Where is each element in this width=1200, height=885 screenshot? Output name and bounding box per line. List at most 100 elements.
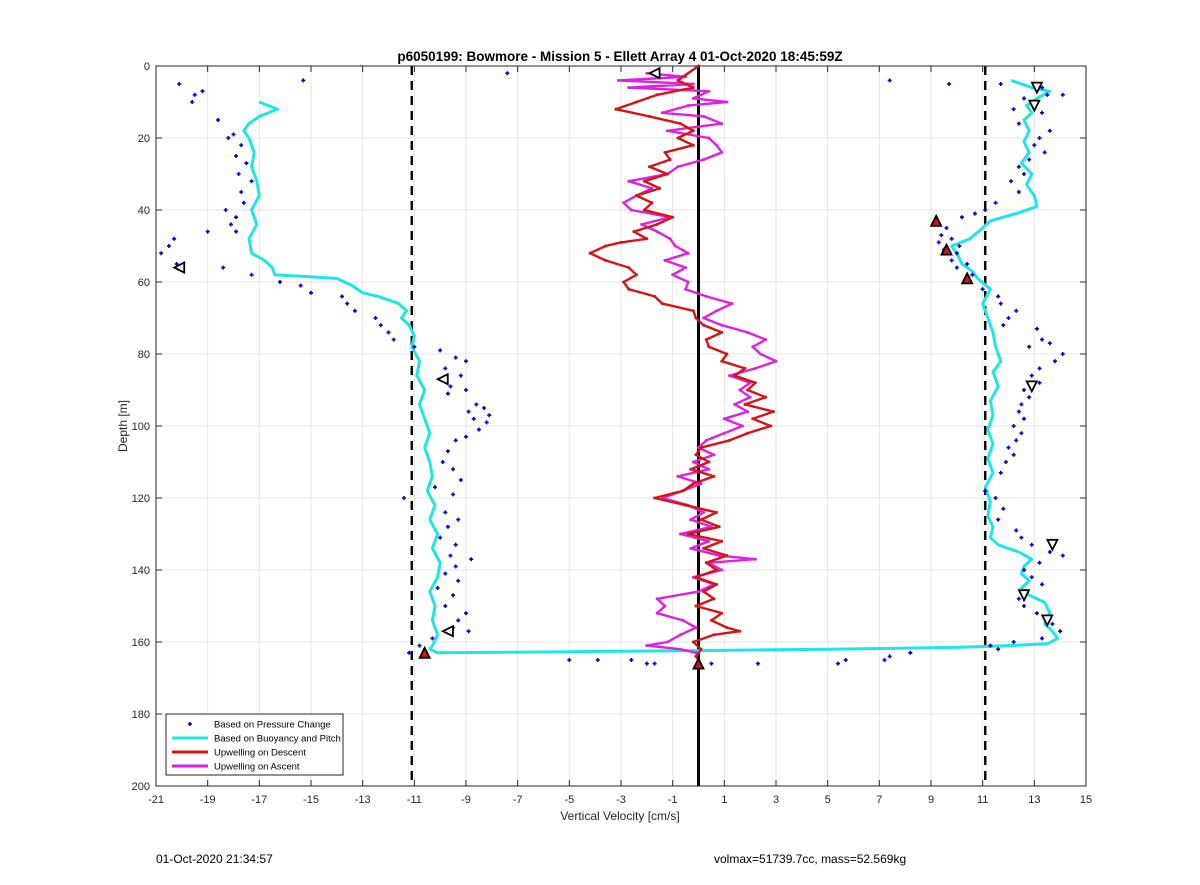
pressure-point [469,557,474,562]
pressure-point [1040,85,1045,90]
x-tick-label: -21 [148,794,164,806]
descent-point [712,633,716,637]
descent-point [691,482,695,486]
pressure-point [595,658,600,662]
triangle-down-marker [1040,614,1054,628]
descent-point [743,402,747,406]
x-tick-label: 13 [1028,794,1040,806]
pressure-point [402,496,406,500]
descent-point [717,525,721,529]
descent-point [686,532,690,536]
triangle-down-marker [1045,538,1059,552]
descent-point [746,388,750,392]
pressure-point [755,661,760,666]
pressure-point [972,211,977,216]
ascent-point [720,323,724,327]
pressure-point [378,323,383,328]
ascent-point [702,316,706,320]
ascent-point [746,410,750,414]
ascent-point [759,352,762,356]
pressure-point [1011,640,1016,644]
ascent-point [668,237,672,241]
descent-point [658,186,662,190]
pressure-point [1029,575,1034,580]
pressure-point [1022,388,1026,392]
descent-point [707,345,711,349]
pressure-point [466,629,471,634]
pressure-point [1011,424,1016,428]
descent-point [715,568,719,572]
ascent-point [720,122,724,126]
pressure-point [836,661,840,666]
pressure-point [159,251,164,256]
pressure-point [996,517,1001,522]
descent-point [712,597,716,601]
x-tick-label: -11 [407,794,422,806]
descent-point [676,136,680,140]
descent-point [715,582,719,586]
pressure-point [309,290,313,295]
pressure-point [644,661,649,666]
pressure-point [1022,568,1026,572]
legend-label: Based on Pressure Change [214,720,331,731]
pressure-point [301,78,306,83]
descent-point [746,431,750,435]
descent-point [771,410,775,414]
ascent-point [629,208,633,212]
pressure-point [1003,460,1008,464]
ascent-point [678,532,682,536]
x-tick-label: -7 [513,794,523,806]
pressure-point [228,222,233,227]
descent-point [694,316,698,320]
pressure-point [278,280,282,284]
pressure-point [980,287,985,292]
ascent-point [616,78,620,82]
pressure-point [166,244,171,248]
buoyancy-pitch-line [242,78,1060,655]
ascent-point [702,114,706,118]
ascent-point [738,388,742,392]
pressure-point [1006,445,1011,450]
pressure-point [231,132,236,137]
ascent-point [720,150,724,154]
pressure-point [205,229,210,234]
descent-point [604,258,607,262]
pressure-point [1011,452,1016,457]
x-tick-label: 1 [721,794,727,806]
pressure-point [445,449,450,454]
ascent-point [728,374,731,378]
pressure-point [221,265,226,270]
pressure-point [373,316,378,320]
ascent-point [774,359,778,363]
pressure-point [352,308,357,313]
descent-point [668,158,672,162]
ascent-point [686,251,690,255]
ascent-point [746,330,750,334]
pressure-point [438,535,443,540]
ascent-point [686,104,690,108]
descent-point [655,93,659,97]
pressure-point [451,593,456,598]
descent-point [691,309,695,313]
ascent-point [691,82,695,86]
ascent-point [655,611,659,615]
x-tick-label: 9 [928,794,934,806]
pressure-point [1029,373,1034,378]
pressure-point [1060,352,1065,356]
pressure-point [443,571,448,576]
pressure-point [960,215,964,220]
ascent-point [715,143,719,147]
triangle-down-marker [1025,380,1039,394]
ascent-point [640,222,644,226]
pressure-point [954,265,959,270]
descent-point [660,302,664,306]
pressure-point [1047,550,1052,554]
pressure-point [996,294,1001,299]
pressure-point [239,190,244,194]
pressure-point [430,636,435,641]
pressure-point [988,643,993,648]
ascent-point [645,71,649,75]
pressure-point [1001,323,1006,328]
pressure-point [1019,402,1024,407]
x-tick-label: 7 [876,794,882,806]
